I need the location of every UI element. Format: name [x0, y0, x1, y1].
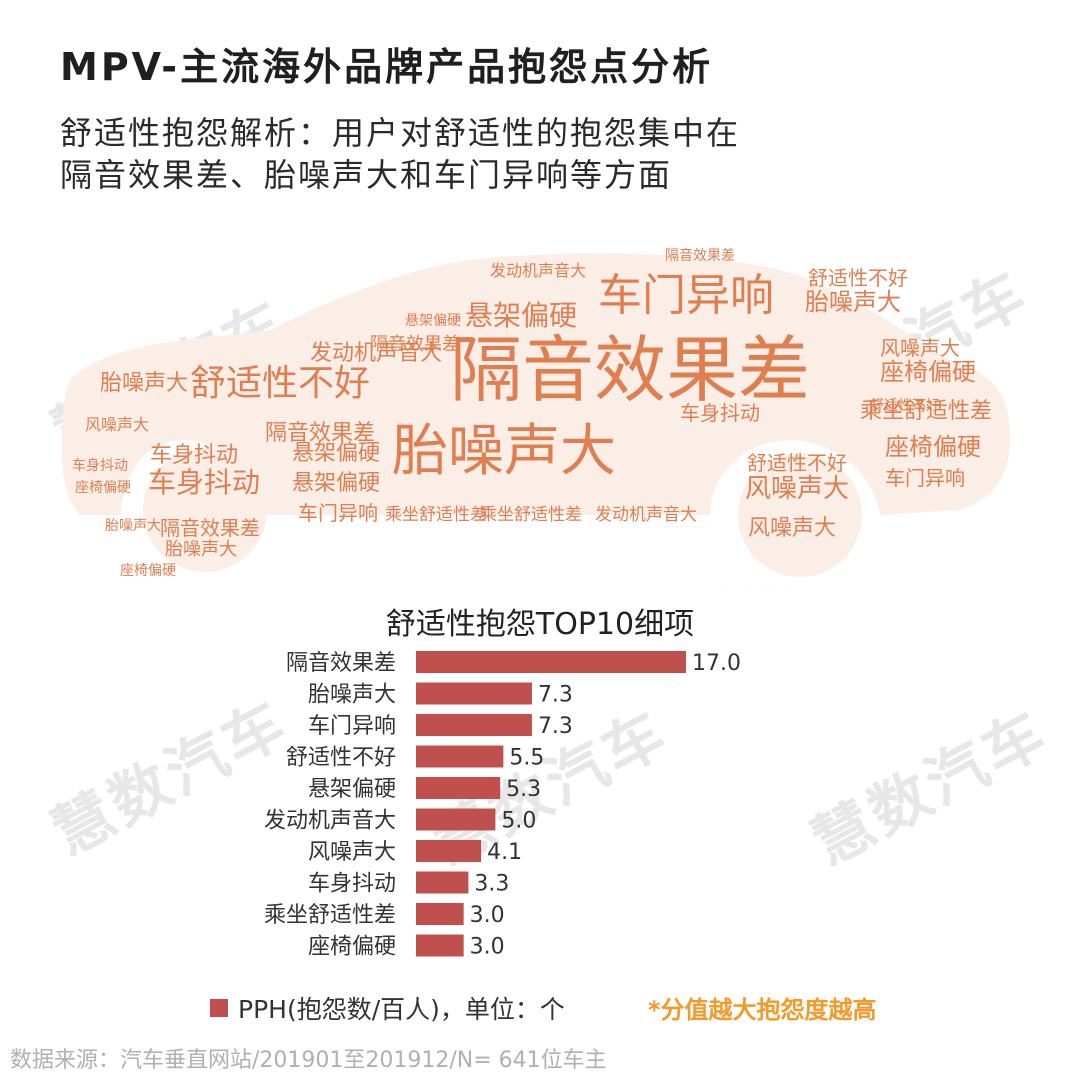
word-cloud-term: 胎噪声大 [392, 419, 616, 484]
bar [416, 934, 464, 957]
word-cloud-term: 车门异响 [298, 501, 378, 525]
value-label: 5.5 [509, 746, 544, 771]
word-cloud-term: 发动机声音大 [310, 341, 442, 366]
word-cloud-term: 风噪声大 [748, 516, 836, 541]
value-label: 5.3 [506, 777, 541, 802]
word-cloud-term: 悬架偏硬 [405, 313, 461, 329]
wheel-front [143, 448, 267, 572]
word-cloud-term: 车身抖动 [680, 401, 760, 425]
category-label: 车门异响 [308, 714, 396, 739]
word-cloud-term: 胎噪声大 [805, 288, 901, 316]
category-label: 座椅偏硬 [308, 935, 396, 960]
bar [416, 903, 464, 925]
chart-title: 舒适性抱怨TOP10细项 [386, 607, 694, 642]
word-cloud-term: 胎噪声大 [165, 539, 237, 560]
bar-chart: 舒适性抱怨TOP10细项 隔音效果差 17.0 胎噪声大 7.3 车门异响 7.3 舒适性不… [264, 607, 741, 960]
category-label: 胎噪声大 [308, 683, 396, 708]
chart-note: *分值越大抱怨度越高 [648, 996, 877, 1024]
page-title: MPV-主流海外品牌产品抱怨点分析 [60, 45, 714, 89]
value-label: 3.3 [474, 872, 509, 897]
word-cloud-term: 座椅偏硬 [880, 358, 976, 386]
bar [416, 871, 469, 894]
word-cloud-term: 座椅偏硬 [75, 480, 131, 496]
word-cloud-term: 发动机声音大 [720, 588, 792, 590]
category-label: 风噪声大 [308, 840, 396, 865]
word-cloud-term: 乘坐舒适性差 [385, 505, 487, 525]
value-label: 3.0 [470, 935, 505, 960]
word-cloud-term: 风噪声大 [745, 474, 849, 504]
word-cloud-term: 发动机声音大 [490, 261, 586, 280]
category-label: 舒适性不好 [286, 746, 396, 771]
category-label: 隔音效果差 [286, 651, 396, 676]
bar [416, 714, 532, 736]
value-label: 3.0 [470, 903, 505, 928]
value-label: 7.3 [538, 683, 573, 708]
legend-swatch [210, 999, 228, 1017]
category-label: 悬架偏硬 [308, 777, 396, 802]
subtitle-line: 舒适性抱怨解析：用户对舒适性的抱怨集中在 [60, 114, 741, 152]
data-source: 数据来源：汽车垂直网站/201901至201912/N= 641位车主 [10, 1048, 607, 1073]
word-cloud-term: 车身抖动 [150, 443, 238, 468]
word-cloud-term: 隔音效果差 [665, 247, 735, 264]
category-label: 乘坐舒适性差 [264, 903, 396, 928]
word-cloud-term: 胎噪声大 [105, 518, 161, 534]
value-label: 17.0 [692, 651, 741, 676]
bar [416, 840, 482, 862]
bar [416, 808, 496, 831]
category-label: 发动机声音大 [264, 809, 396, 834]
word-cloud-term: 车身抖动 [148, 466, 260, 499]
subtitle-line: 隔音效果差、胎噪声大和车门异响等方面 [60, 156, 673, 194]
word-cloud-term: 舒适性不好 [870, 398, 940, 414]
word-cloud: 隔音效果差胎噪声大车门异响舒适性不好悬架偏硬悬架偏硬悬架偏硬座椅偏硬座椅偏硬车身… [61, 247, 1011, 590]
word-cloud-term: 舒适性不好 [190, 363, 370, 404]
bar [416, 745, 504, 768]
word-cloud-term: 悬架偏硬 [465, 299, 577, 332]
bar [416, 651, 686, 673]
word-cloud-term: 隔音效果差 [160, 516, 260, 540]
word-cloud-term: 隔音效果差 [265, 421, 375, 446]
word-cloud-term: 舒适性不好 [747, 451, 847, 475]
subtitle: 舒适性抱怨解析：用户对舒适性的抱怨集中在 隔音效果差、胎噪声大和车门异响等方面 [60, 112, 740, 196]
car-silhouette [61, 253, 1011, 515]
word-cloud-term: 座椅偏硬 [120, 563, 176, 579]
bar [416, 777, 501, 799]
bar [416, 682, 532, 705]
word-cloud-term: 隔音效果差 [370, 334, 460, 355]
word-cloud-term: 悬架偏硬 [292, 441, 380, 466]
value-label: 7.3 [538, 714, 573, 739]
wheel-rear [738, 453, 862, 577]
word-cloud-term: 车身抖动 [72, 457, 128, 474]
word-cloud-term: 乘坐舒适性差 [860, 399, 992, 424]
chart-legend: PPH(抱怨数/百人)，单位：个 [210, 990, 565, 1026]
word-cloud-term: 悬架偏硬 [292, 471, 380, 496]
legend-label: PPH(抱怨数/百人)，单位：个 [238, 995, 565, 1024]
word-cloud-term: 风噪声大 [880, 336, 960, 360]
word-cloud-term: 隔音效果差 [450, 328, 810, 412]
value-label: 4.1 [487, 840, 522, 865]
word-cloud-term: 胎噪声大 [100, 371, 188, 396]
word-cloud-term: 座椅偏硬 [885, 433, 981, 461]
category-label: 车身抖动 [308, 872, 396, 897]
word-cloud-term: 车门异响 [885, 466, 965, 490]
word-cloud-term: 车门异响 [598, 270, 774, 321]
word-cloud-term: 乘坐舒适性差 [480, 505, 582, 525]
word-cloud-term: 风噪声大 [85, 415, 149, 434]
word-cloud-term: 发动机声音大 [595, 505, 697, 525]
word-cloud-term: 舒适性不好 [808, 266, 908, 290]
value-label: 5.0 [501, 809, 536, 834]
